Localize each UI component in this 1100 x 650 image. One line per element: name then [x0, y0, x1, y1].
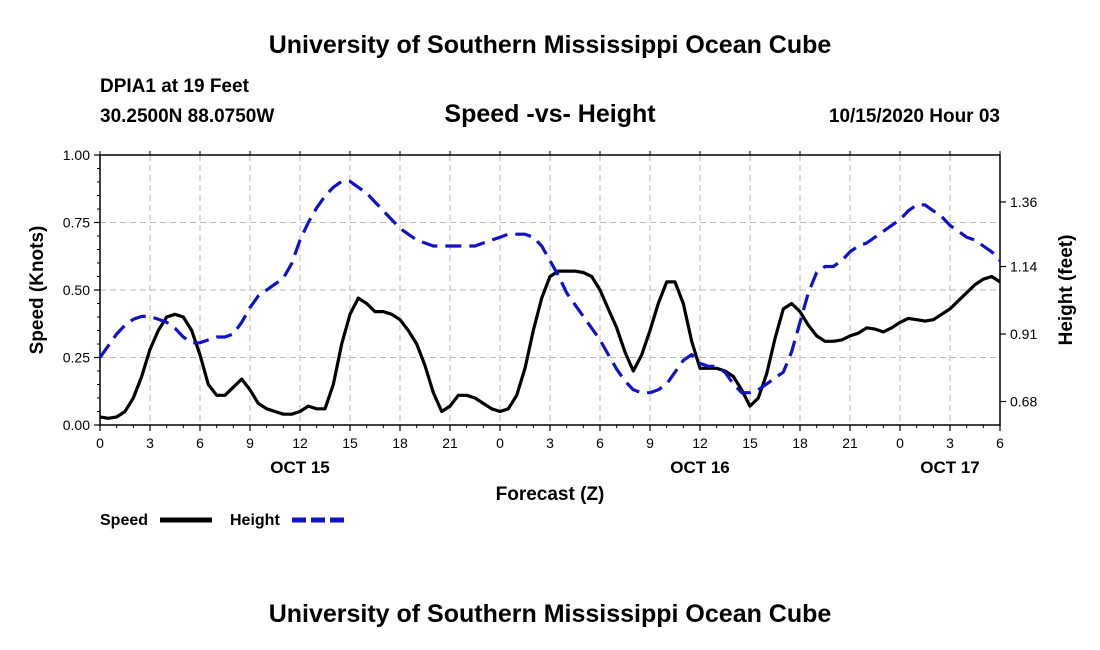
legend-label-speed: Speed — [100, 512, 148, 529]
x-tick-label: 6 — [596, 435, 604, 451]
day-label: OCT 17 — [920, 458, 980, 477]
chart-subtitle: Speed -vs- Height — [444, 100, 656, 128]
x-tick-label: 9 — [646, 435, 654, 451]
x-tick-label: 6 — [196, 435, 204, 451]
coordinates-label: 30.2500N 88.0750W — [100, 106, 275, 127]
y2-tick-label: 0.91 — [1010, 326, 1037, 342]
x-axis-title: Forecast (Z) — [496, 484, 605, 505]
y-tick-label: 0.50 — [63, 282, 90, 298]
grid-lines — [100, 155, 1000, 425]
x-tick-label: 0 — [96, 435, 104, 451]
x-tick-label: 6 — [996, 435, 1004, 451]
x-tick-label: 15 — [342, 435, 358, 451]
date-label: 10/15/2020 Hour 03 — [828, 106, 1000, 127]
legend-label-height: Height — [230, 512, 280, 529]
station-label: DPIA1 at 19 Feet — [100, 76, 249, 97]
day-label: OCT 16 — [670, 458, 730, 477]
x-tick-label: 12 — [292, 435, 308, 451]
y-tick-label: 0.00 — [63, 417, 90, 433]
y-tick-label: 0.75 — [63, 215, 90, 231]
x-tick-label: 3 — [546, 435, 554, 451]
x-tick-label: 15 — [742, 435, 758, 451]
series-line-height — [98, 179, 1002, 395]
chart-top-title: University of Southern Mississippi Ocean… — [268, 31, 832, 59]
x-tick-label: 3 — [146, 435, 154, 451]
x-tick-label: 18 — [392, 435, 408, 451]
series — [98, 179, 1002, 420]
y-tick-label: 1.00 — [63, 147, 90, 163]
series-line-speed — [99, 269, 1001, 420]
chart-legend: Speed Height — [100, 512, 344, 529]
x-tick-label: 18 — [792, 435, 808, 451]
axes: 0 3 6 9 12 15 18 21 0 3 6 9 12 15 18 21 0 3 6 0.00 0.25 0.50 0… — [63, 147, 1038, 477]
y2-tick-label: 1.14 — [1010, 259, 1037, 275]
x-tick-label: 3 — [946, 435, 954, 451]
x-tick-label: 21 — [442, 435, 458, 451]
day-label: OCT 15 — [270, 458, 330, 477]
x-tick-label: 12 — [692, 435, 708, 451]
y2-tick-label: 1.36 — [1010, 194, 1037, 210]
y2-axis-title: Height (feet) — [1056, 235, 1077, 346]
x-tick-label: 0 — [496, 435, 504, 451]
y2-tick-label: 0.68 — [1010, 394, 1037, 410]
x-tick-label: 9 — [246, 435, 254, 451]
y-tick-label: 0.25 — [63, 350, 90, 366]
x-tick-label: 21 — [842, 435, 858, 451]
x-tick-label: 0 — [896, 435, 904, 451]
y-axis-title: Speed (Knots) — [27, 226, 48, 355]
chart-bottom-title: University of Southern Mississippi Ocean… — [268, 600, 832, 628]
